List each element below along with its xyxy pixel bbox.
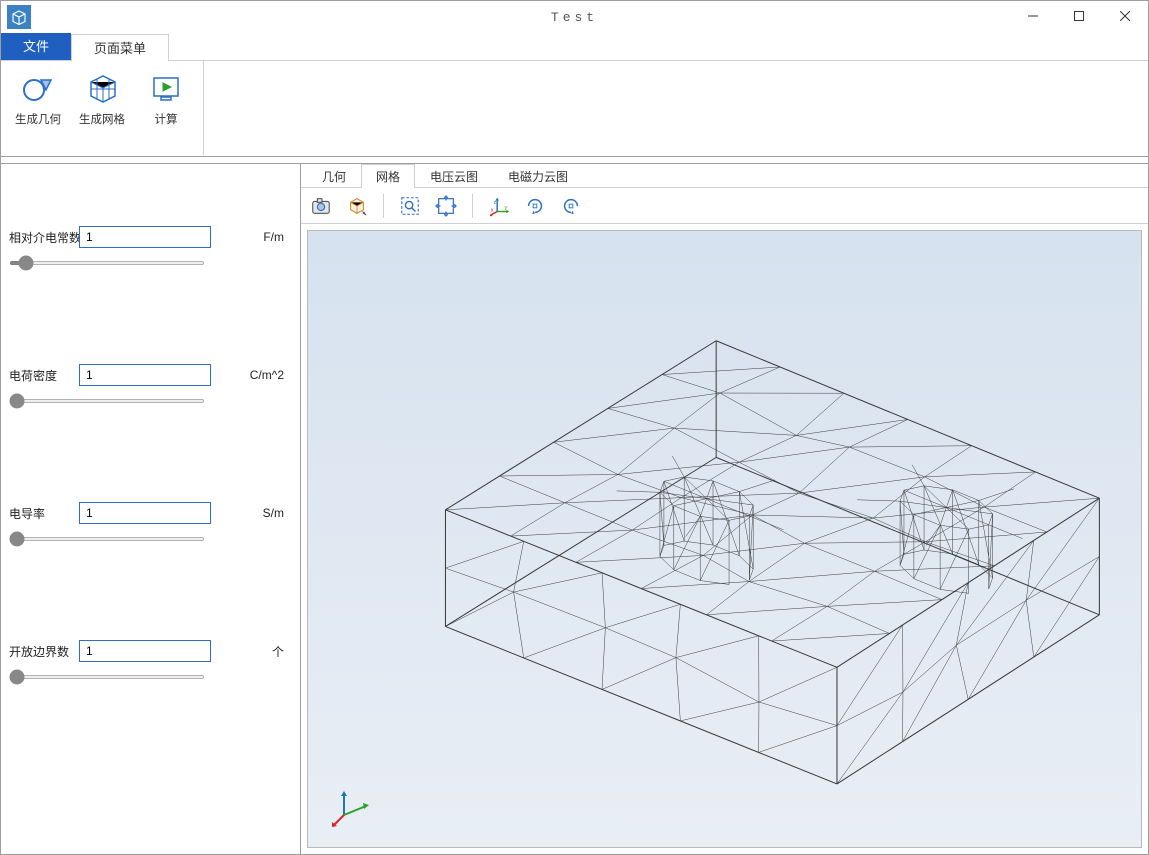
view-toolbar: z y x — [301, 188, 1148, 224]
param-charge-density: 电荷密度 C/m^2 — [9, 364, 292, 406]
minimize-button[interactable] — [1010, 1, 1056, 31]
gen-mesh-button[interactable]: 生成网格 — [73, 67, 131, 153]
rotate-ccw-button[interactable] — [557, 192, 585, 220]
svg-text:z: z — [494, 200, 497, 206]
window-title: Test — [551, 10, 598, 25]
permittivity-label: 相对介电常数 — [9, 229, 73, 246]
tab-page-menu[interactable]: 页面菜单 — [71, 34, 169, 62]
open-boundary-slider[interactable] — [9, 675, 205, 679]
tab-file[interactable]: 文件 — [1, 33, 71, 60]
conductivity-input[interactable] — [79, 502, 211, 524]
axes-toggle-button[interactable]: z y x — [485, 192, 513, 220]
zoom-box-button[interactable] — [396, 192, 424, 220]
3d-viewport[interactable] — [307, 230, 1142, 848]
gen-geometry-button[interactable]: 生成几何 — [9, 67, 67, 153]
viewtab-geometry[interactable]: 几何 — [307, 164, 361, 188]
ribbon-group-main: 生成几何 生成网格 计算 — [1, 61, 204, 155]
conductivity-unit: S/m — [263, 506, 292, 520]
mesh-rendering — [308, 231, 1141, 847]
geometry-icon — [20, 71, 56, 107]
zoom-extents-button[interactable] — [432, 192, 460, 220]
compute-button[interactable]: 计算 — [137, 67, 195, 153]
conductivity-slider[interactable] — [9, 537, 205, 541]
app-icon — [7, 5, 31, 29]
compute-icon — [148, 71, 184, 107]
view-preset-button[interactable] — [343, 192, 371, 220]
open-boundary-label: 开放边界数 — [9, 643, 73, 660]
permittivity-input[interactable] — [79, 226, 211, 248]
charge-density-input[interactable] — [79, 364, 211, 386]
charge-density-label: 电荷密度 — [9, 367, 73, 384]
snapshot-button[interactable] — [307, 192, 335, 220]
gen-geometry-label: 生成几何 — [15, 111, 61, 127]
charge-density-slider[interactable] — [9, 399, 205, 403]
main-tabs: 文件 页面菜单 — [1, 33, 1148, 61]
maximize-button[interactable] — [1056, 1, 1102, 31]
open-boundary-unit: 个 — [272, 643, 292, 660]
viewtab-mesh[interactable]: 网格 — [361, 164, 415, 188]
permittivity-slider[interactable] — [9, 261, 205, 265]
toolbar-separator-1 — [383, 194, 384, 218]
rotate-cw-button[interactable] — [521, 192, 549, 220]
param-conductivity: 电导率 S/m — [9, 502, 292, 544]
content-area: 相对介电常数 F/m 电荷密度 C/m^2 电导率 S/m — [1, 163, 1148, 854]
close-button[interactable] — [1102, 1, 1148, 31]
window-controls — [1010, 1, 1148, 31]
svg-text:x: x — [491, 207, 494, 213]
mesh-icon — [84, 71, 120, 107]
axis-triad-icon — [330, 785, 374, 829]
view-tabs: 几何 网格 电压云图 电磁力云图 — [301, 164, 1148, 188]
parameters-panel: 相对介电常数 F/m 电荷密度 C/m^2 电导率 S/m — [1, 164, 301, 854]
viewtab-force[interactable]: 电磁力云图 — [493, 164, 583, 188]
view-column: 几何 网格 电压云图 电磁力云图 — [301, 164, 1148, 854]
compute-label: 计算 — [155, 111, 178, 127]
param-open-boundary: 开放边界数 个 — [9, 640, 292, 682]
title-bar: Test — [1, 1, 1148, 33]
svg-text:y: y — [505, 204, 508, 210]
param-permittivity: 相对介电常数 F/m — [9, 226, 292, 268]
viewtab-voltage[interactable]: 电压云图 — [415, 164, 493, 188]
charge-density-unit: C/m^2 — [250, 368, 292, 382]
ribbon: 生成几何 生成网格 计算 — [1, 61, 1148, 157]
permittivity-unit: F/m — [263, 230, 292, 244]
open-boundary-input[interactable] — [79, 640, 211, 662]
conductivity-label: 电导率 — [9, 505, 73, 522]
toolbar-separator-2 — [472, 194, 473, 218]
gen-mesh-label: 生成网格 — [79, 111, 125, 127]
